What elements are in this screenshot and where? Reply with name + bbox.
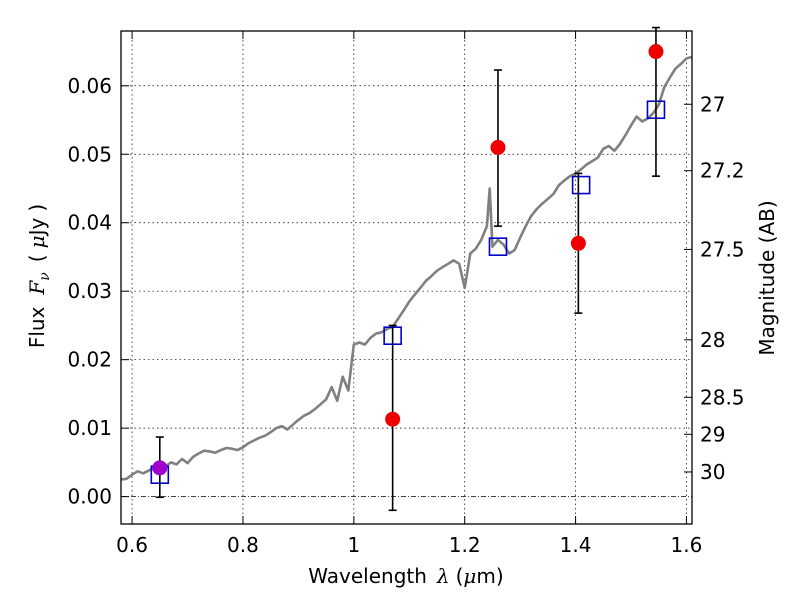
mag-tick-label: 28.5 — [700, 385, 745, 409]
observed-flux-point — [490, 139, 506, 155]
y-tick-label: 0.06 — [67, 74, 112, 98]
mag-tick-label: 27 — [700, 92, 725, 116]
y2-axis-label: Magnitude (AB) — [755, 200, 779, 355]
axes-frame — [120, 30, 693, 525]
mag-tick-label: 29 — [700, 422, 725, 446]
axis-ticks: 0.6 0.8 1 1.2 1.4 1.6 0.00 0.01 0.02 0.03 0.04 0.05… — [67, 31, 745, 557]
x-tick-label: 1 — [347, 533, 360, 557]
grid — [121, 31, 692, 524]
y-tick-label: 0.00 — [67, 485, 112, 509]
y-tick-label: 0.04 — [67, 211, 112, 235]
x-tick-label: 1.2 — [449, 533, 481, 557]
model-spectrum-line — [120, 55, 693, 481]
y-tick-label: 0.03 — [67, 279, 112, 303]
y-tick-label: 0.02 — [67, 348, 112, 372]
x-tick-label: 0.8 — [227, 533, 259, 557]
synthetic-photometry-square — [571, 175, 591, 195]
mag-tick-label: 28 — [700, 328, 725, 352]
plot-area — [120, 26, 693, 512]
synthetic-photometry-square — [488, 237, 508, 256]
x-axis-label: Wavelength λ (μm) — [308, 564, 503, 588]
x-tick-label: 1.6 — [671, 533, 703, 557]
mag-tick-label: 27.2 — [700, 159, 745, 183]
observed-flux-point — [570, 235, 586, 251]
x-tick-label: 1.4 — [560, 533, 592, 557]
observed-flux-point — [152, 460, 168, 476]
mag-tick-label: 27.5 — [700, 237, 745, 261]
mag-tick-label: 30 — [700, 460, 725, 484]
x-tick-label: 0.6 — [116, 533, 148, 557]
y-tick-label: 0.05 — [67, 142, 112, 166]
y-axis-label: FluxFν(μJy) — [25, 204, 53, 348]
y-tick-label: 0.01 — [67, 416, 112, 440]
observed-flux-point — [648, 44, 664, 60]
observed-flux-point — [385, 411, 401, 427]
